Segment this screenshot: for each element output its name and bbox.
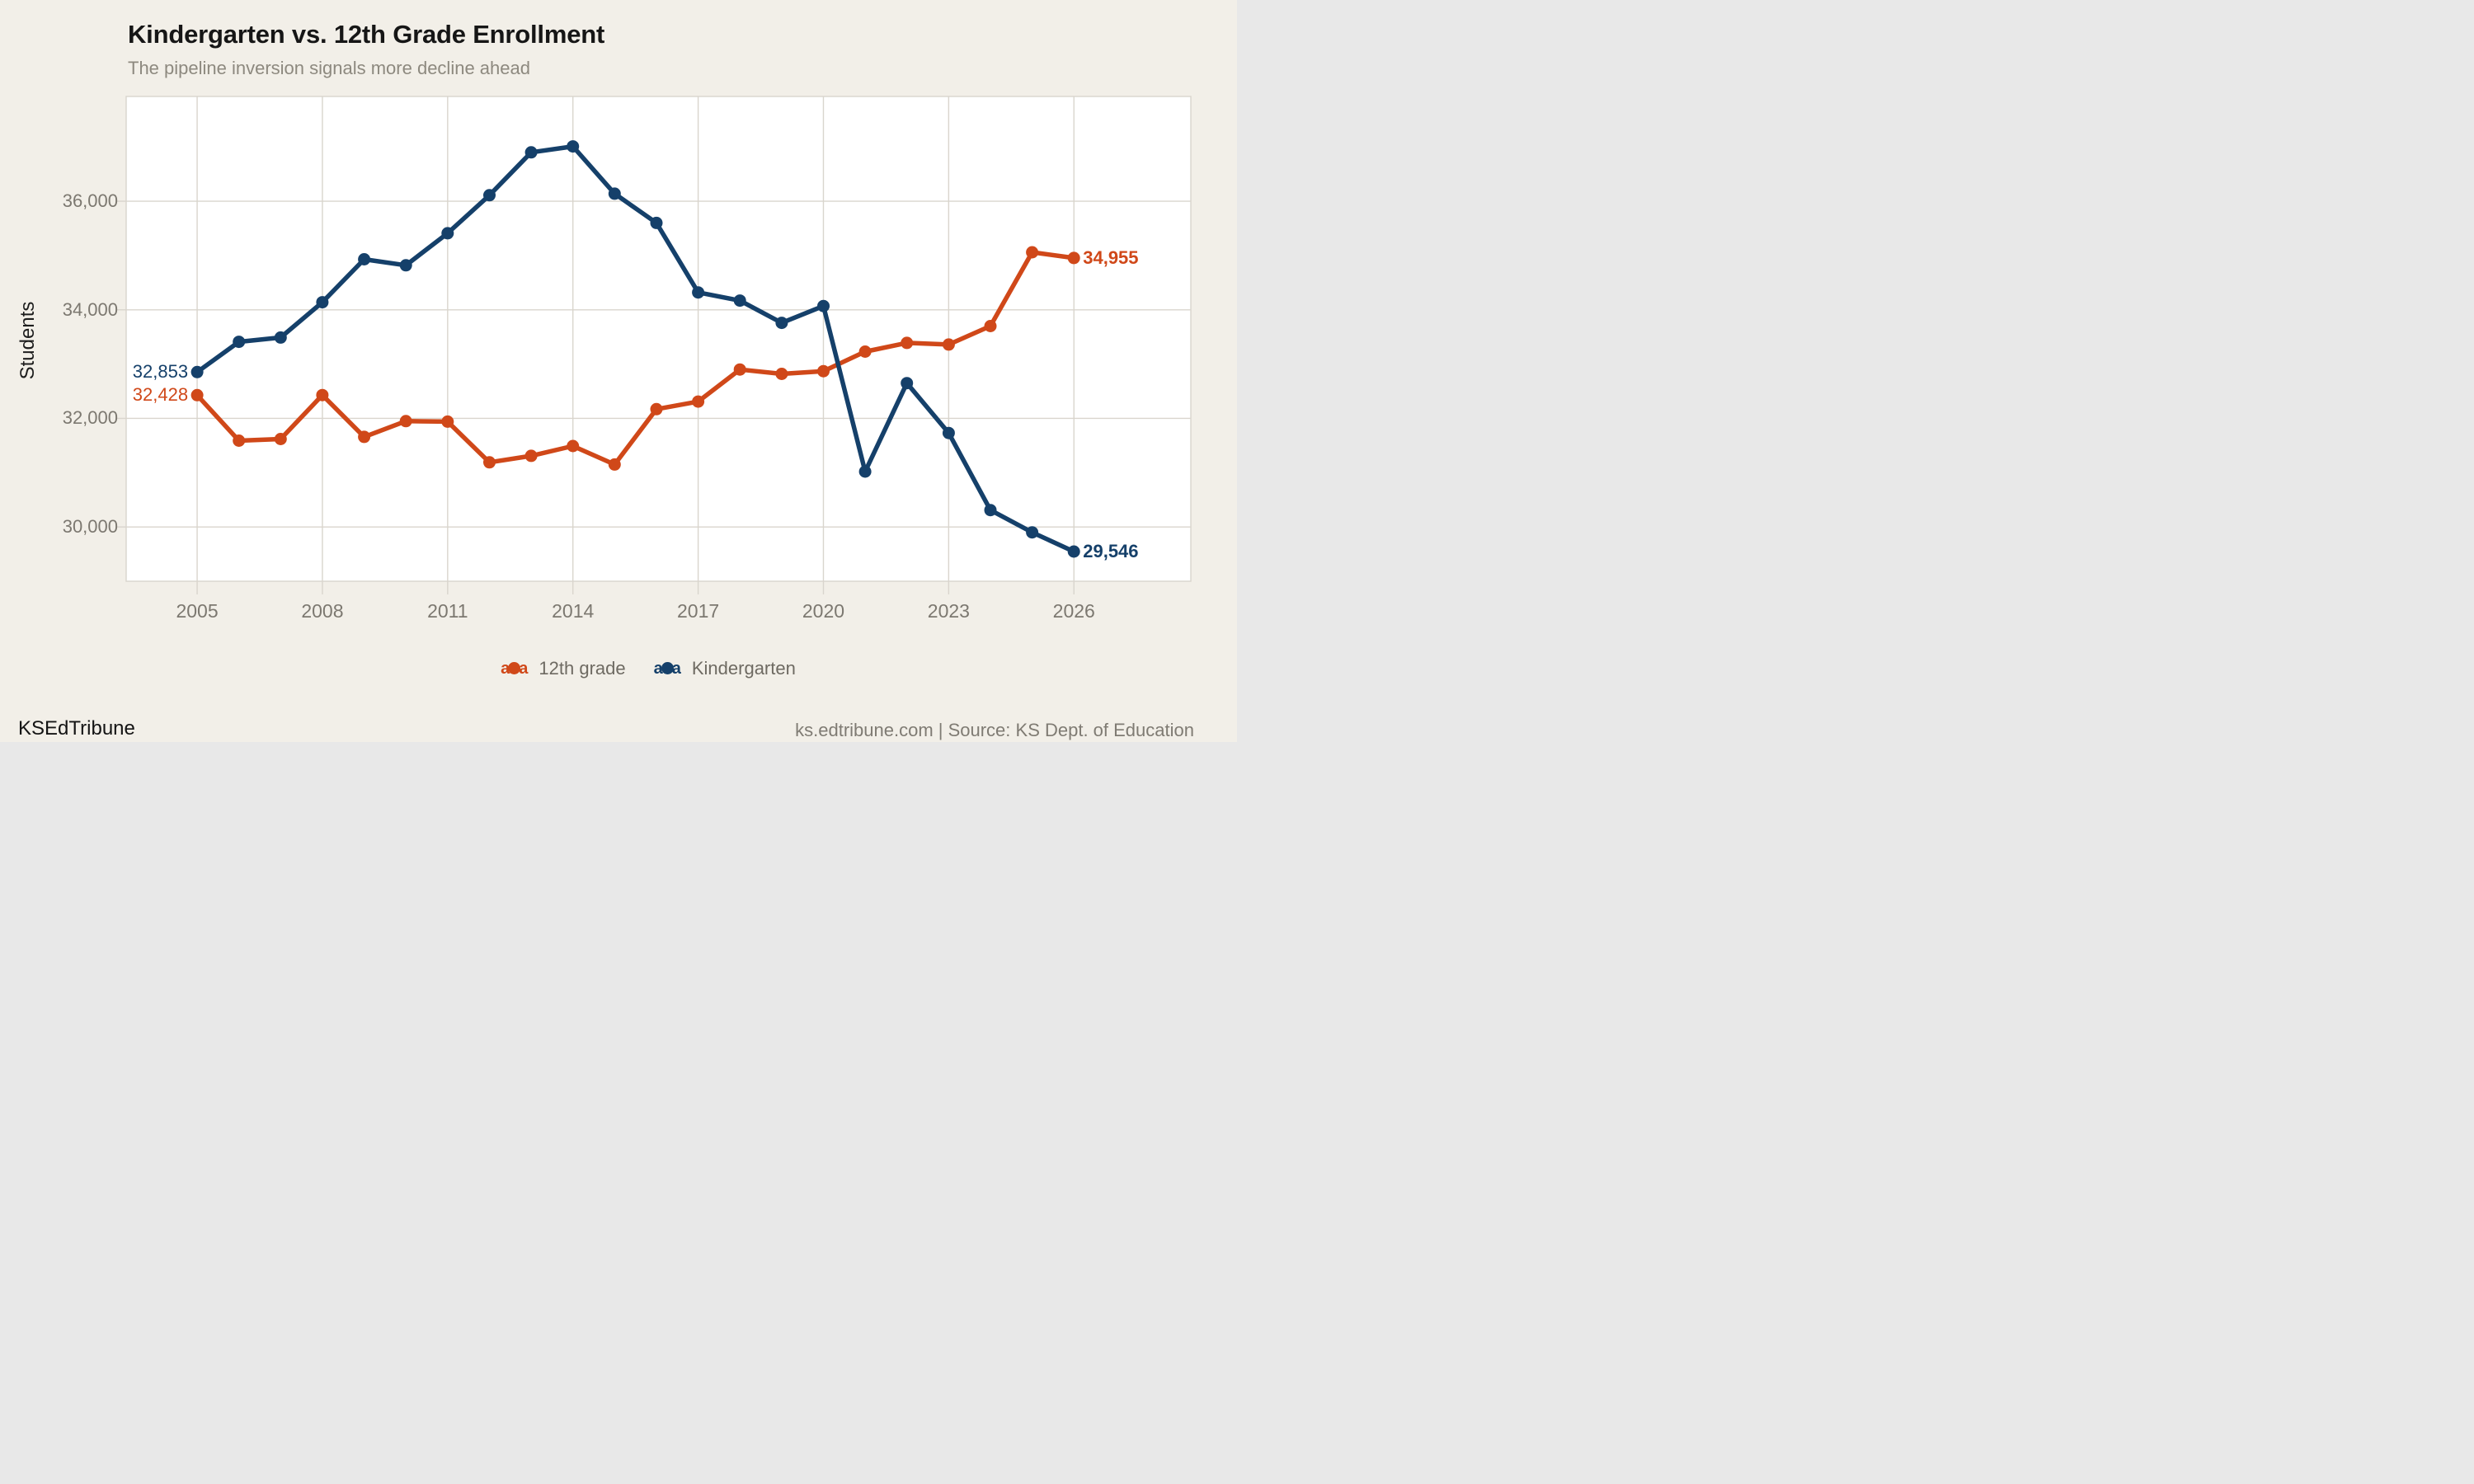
12th-grade-point <box>984 320 997 332</box>
kindergarten-line <box>195 143 1076 554</box>
brand: KSEdTribune <box>18 717 135 740</box>
chart-svg <box>116 96 1192 594</box>
12th-grade-point <box>692 395 705 408</box>
12th-grade-point <box>358 430 371 444</box>
chart-subtitle: The pipeline inversion signals more decl… <box>128 58 530 78</box>
12th-grade-point <box>233 434 246 447</box>
12th-grade-point <box>483 456 496 469</box>
x-tick-label: 2023 <box>927 600 970 622</box>
legend-label: 12th grade <box>539 658 626 679</box>
x-tick-label: 2005 <box>176 600 219 622</box>
kindergarten-value-label: 32,853 <box>132 361 189 383</box>
chart-header: Kindergarten vs. 12th Grade Enrollment T… <box>128 20 604 79</box>
y-tick-label: 36,000 <box>62 190 118 212</box>
kindergarten-point <box>901 377 914 390</box>
kindergarten-point <box>942 426 955 439</box>
kindergarten-point <box>358 253 371 265</box>
kindergarten-point <box>524 146 538 159</box>
kindergarten-point <box>399 259 412 272</box>
kindergarten-point <box>441 227 454 240</box>
x-tick-label: 2008 <box>301 600 344 622</box>
legend-item-12th-grade: a a 12th grade <box>501 658 625 679</box>
kindergarten-point <box>483 189 496 202</box>
kindergarten-point <box>1026 526 1039 539</box>
plot-border <box>125 96 1192 582</box>
kindergarten-point <box>233 336 246 349</box>
source-note: ks.edtribune.com | Source: KS Dept. of E… <box>795 720 1194 740</box>
12th-grade-point <box>901 336 914 350</box>
legend-label: Kindergarten <box>691 658 796 679</box>
kindergarten-point <box>316 296 329 309</box>
kindergarten-point <box>608 187 621 200</box>
legend: a a 12th grade a a Kindergarten <box>0 658 1237 679</box>
12th-grade-point <box>274 433 287 445</box>
12th-grade-point <box>733 363 746 376</box>
12th-grade-point <box>858 345 872 358</box>
12th-grade-point <box>650 402 663 416</box>
12th-grade-value-label: 34,955 <box>1083 247 1139 268</box>
x-tick-label: 2017 <box>677 600 720 622</box>
12th-grade-point <box>524 449 538 463</box>
kindergarten-point <box>858 465 872 478</box>
12th-grade-point <box>1026 246 1039 259</box>
12th-grade-point <box>942 338 955 351</box>
kindergarten-point <box>984 504 997 517</box>
12th-grade-point <box>608 458 621 471</box>
12th-grade-point <box>775 368 788 380</box>
y-axis-title: Students <box>16 301 39 380</box>
kindergarten-point <box>1067 545 1080 558</box>
x-tick-label: 2026 <box>1052 600 1095 622</box>
x-tick-label: 2020 <box>802 600 845 622</box>
x-tick-label: 2011 <box>427 600 468 622</box>
x-tick-label: 2014 <box>552 600 595 622</box>
chart-title: Kindergarten vs. 12th Grade Enrollment <box>128 20 605 49</box>
12th-grade-line <box>195 250 1076 467</box>
kindergarten-value-label: 29,546 <box>1083 541 1139 562</box>
12th-grade-point <box>190 388 204 402</box>
kindergarten-point <box>274 331 287 344</box>
12th-grade-point <box>441 415 454 428</box>
12th-grade-point <box>316 388 329 402</box>
12th-grade-point <box>817 364 830 378</box>
12th-grade-value-label: 32,428 <box>132 384 189 406</box>
plot-background <box>126 96 1191 581</box>
y-tick-label: 32,000 <box>62 407 118 429</box>
kindergarten-point <box>692 286 705 299</box>
12th-grade-point <box>1067 251 1080 265</box>
legend-item-kindergarten: a a Kindergarten <box>654 658 796 679</box>
y-tick-label: 30,000 <box>62 516 118 538</box>
kindergarten-point <box>733 294 746 308</box>
chart-card: Kindergarten vs. 12th Grade Enrollment T… <box>0 0 1237 742</box>
kindergarten-point <box>650 216 663 229</box>
kindergarten-point <box>817 299 830 312</box>
kindergarten-point <box>190 365 204 378</box>
12th-grade-point <box>399 415 412 428</box>
kindergarten-point <box>567 140 580 153</box>
y-tick-label: 34,000 <box>62 298 118 320</box>
12th-grade-point <box>567 439 580 453</box>
kindergarten-point <box>775 317 788 330</box>
